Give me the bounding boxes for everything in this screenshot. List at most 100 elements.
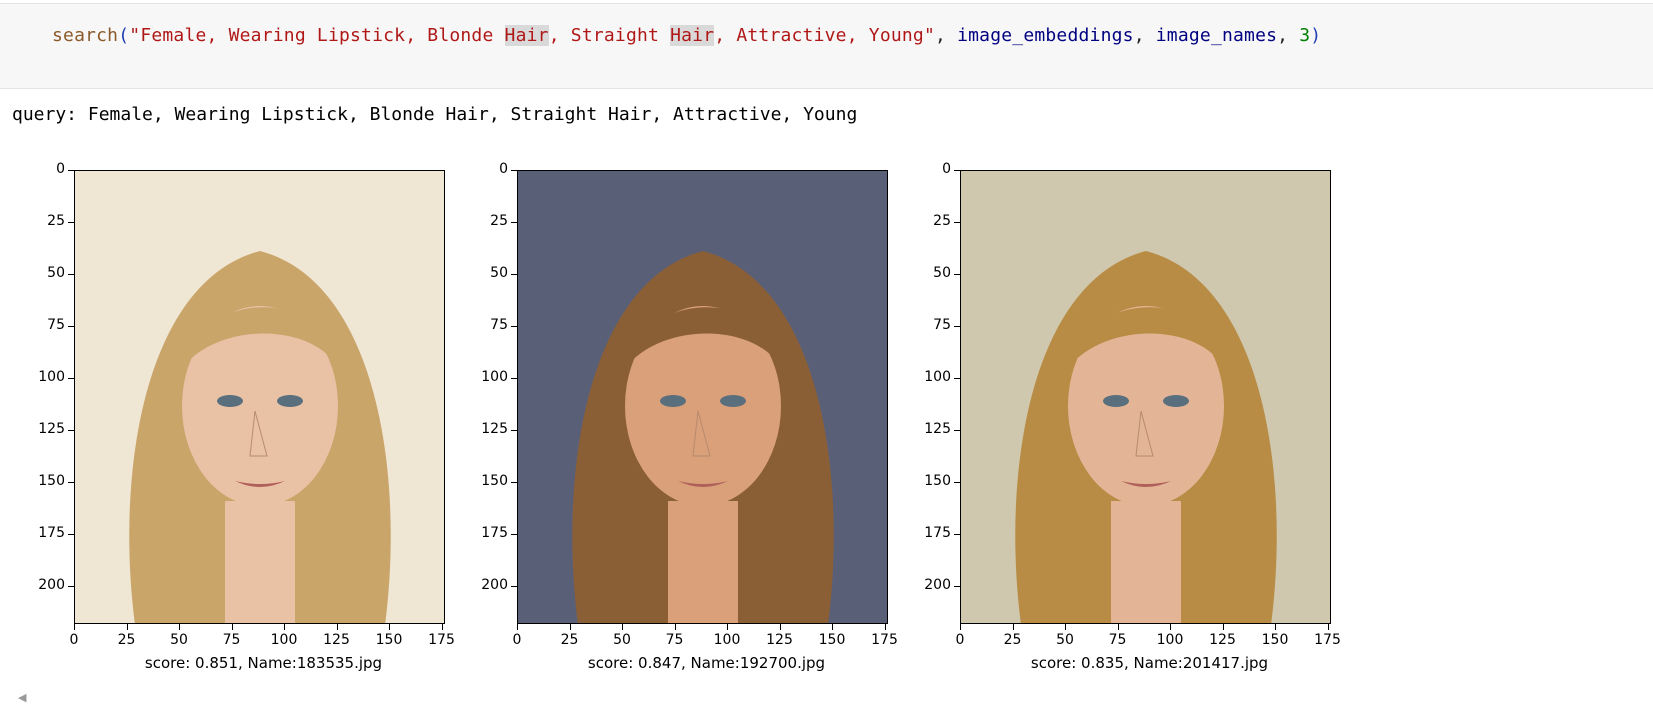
y-tick-label: 50 <box>47 265 65 281</box>
y-tick-mark <box>68 586 74 587</box>
y-tick-mark <box>68 274 74 275</box>
y-tick-label: 175 <box>38 525 65 541</box>
x-tick-mark <box>126 624 128 630</box>
x-tick-mark <box>1222 624 1224 630</box>
x-tick-label: 75 <box>665 632 684 648</box>
y-tick-mark <box>68 222 74 223</box>
y-tick-mark <box>954 430 960 431</box>
x-tick-label: 175 <box>1314 632 1341 648</box>
code-separator: , <box>935 25 958 46</box>
y-tick-mark <box>68 430 74 431</box>
code-highlight-2: Hair <box>670 25 715 46</box>
code-cell[interactable]: search("Female, Wearing Lipstick, Blonde… <box>0 3 1653 89</box>
y-tick-label: 200 <box>38 577 65 593</box>
y-tick-mark <box>68 378 74 379</box>
x-tick-mark <box>1327 624 1329 630</box>
code-separator: , <box>1277 25 1300 46</box>
x-tick-label: 175 <box>428 632 455 648</box>
result-image-1 <box>74 170 445 624</box>
y-tick-label: 0 <box>942 161 951 177</box>
code-function-name: search <box>52 25 119 46</box>
x-tick-mark <box>569 624 571 630</box>
y-tick-mark <box>68 326 74 327</box>
y-tick-mark <box>511 274 517 275</box>
x-tick-label: 25 <box>117 632 136 648</box>
scroll-left-arrow-icon[interactable]: ◀ <box>18 691 27 704</box>
x-tick-mark <box>336 624 338 630</box>
y-tick-label: 50 <box>490 265 508 281</box>
y-tick-label: 25 <box>490 213 508 229</box>
x-tick-mark <box>1275 624 1276 630</box>
x-tick-label: 50 <box>1056 632 1074 648</box>
y-tick-label: 125 <box>38 421 65 437</box>
x-tick-label: 100 <box>1156 632 1184 648</box>
result-image-3 <box>960 170 1331 624</box>
y-tick-mark <box>954 378 960 379</box>
x-tick-mark <box>389 624 390 630</box>
x-tick-mark <box>231 624 233 630</box>
x-tick-mark <box>1117 624 1119 630</box>
y-tick-label: 150 <box>481 473 508 489</box>
y-tick-mark <box>511 534 517 535</box>
code-separator: , <box>1133 25 1156 46</box>
y-tick-label: 75 <box>490 317 508 333</box>
y-tick-mark <box>68 534 74 535</box>
x-tick-label: 125 <box>1209 632 1236 648</box>
x-tick-mark <box>74 624 75 630</box>
code-arg-names: image_names <box>1155 25 1278 46</box>
output-query-text: query: Female, Wearing Lipstick, Blonde … <box>12 104 858 125</box>
x-tick-mark <box>779 624 781 630</box>
code-arg-count: 3 <box>1299 25 1311 46</box>
x-tick-mark <box>1170 624 1171 630</box>
y-tick-mark <box>954 274 960 275</box>
code-arg-embeddings: image_embeddings <box>957 25 1134 46</box>
result-caption: score: 0.851, Name:183535.jpg <box>144 654 383 672</box>
y-tick-mark <box>954 170 960 171</box>
x-tick-label: 100 <box>270 632 298 648</box>
y-tick-mark <box>511 586 517 587</box>
y-tick-mark <box>511 482 517 483</box>
code-input-line[interactable]: search("Female, Wearing Lipstick, Blonde… <box>52 25 1321 46</box>
y-tick-mark <box>511 170 517 171</box>
x-tick-label: 0 <box>512 632 522 648</box>
y-tick-mark <box>511 430 517 431</box>
y-tick-label: 200 <box>481 577 508 593</box>
y-tick-label: 50 <box>933 265 951 281</box>
code-close-paren: ) <box>1310 25 1322 46</box>
y-tick-mark <box>511 378 517 379</box>
x-tick-mark <box>1012 624 1014 630</box>
y-tick-label: 75 <box>47 317 65 333</box>
y-tick-label: 125 <box>924 421 951 437</box>
x-tick-label: 175 <box>871 632 898 648</box>
y-tick-mark <box>954 534 960 535</box>
x-tick-mark <box>1065 624 1066 630</box>
y-tick-label: 125 <box>481 421 508 437</box>
result-caption: score: 0.835, Name:201417.jpg <box>1030 654 1269 672</box>
y-tick-label: 0 <box>56 161 65 177</box>
y-tick-label: 175 <box>481 525 508 541</box>
y-tick-mark <box>954 482 960 483</box>
y-tick-label: 100 <box>481 369 508 385</box>
y-tick-mark <box>954 326 960 327</box>
y-tick-label: 100 <box>38 369 65 385</box>
x-tick-label: 100 <box>713 632 741 648</box>
code-string-part-2: , Straight <box>548 25 671 46</box>
code-string-part-1: "Female, Wearing Lipstick, Blonde <box>129 25 505 46</box>
x-tick-mark <box>884 624 886 630</box>
y-tick-label: 25 <box>933 213 951 229</box>
y-tick-label: 75 <box>933 317 951 333</box>
y-tick-mark <box>954 222 960 223</box>
code-highlight-1: Hair <box>504 25 549 46</box>
y-tick-label: 175 <box>924 525 951 541</box>
x-tick-label: 75 <box>1108 632 1127 648</box>
x-tick-label: 25 <box>1003 632 1022 648</box>
x-tick-mark <box>960 624 961 630</box>
y-tick-label: 200 <box>924 577 951 593</box>
y-tick-label: 100 <box>924 369 951 385</box>
x-tick-mark <box>727 624 728 630</box>
x-tick-label: 125 <box>323 632 350 648</box>
y-tick-mark <box>511 222 517 223</box>
x-tick-mark <box>441 624 443 630</box>
x-tick-mark <box>284 624 285 630</box>
x-tick-label: 50 <box>170 632 188 648</box>
